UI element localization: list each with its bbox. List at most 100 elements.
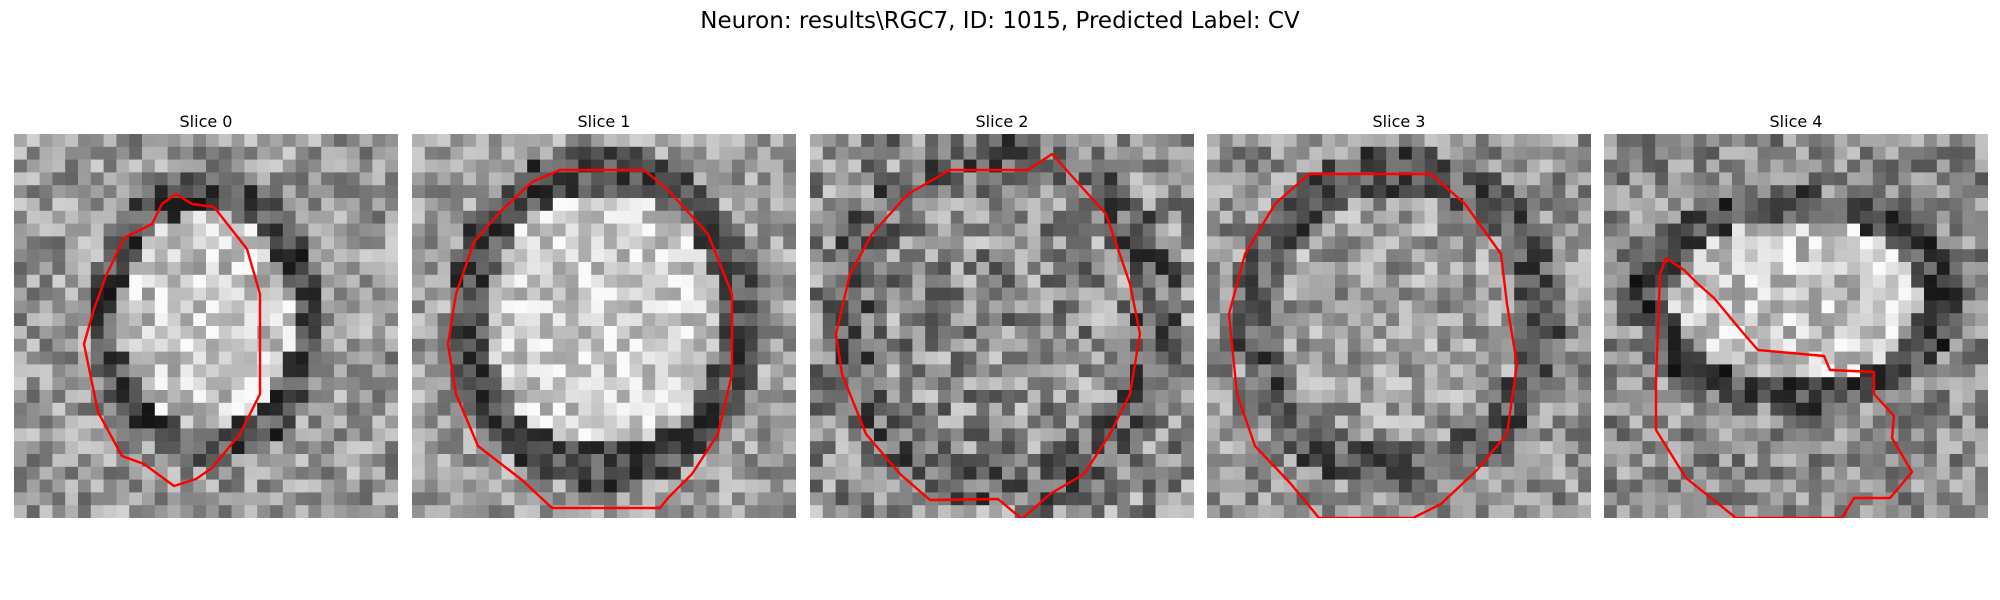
- pixel-cell: [874, 172, 888, 186]
- pixel-cell: [1668, 441, 1682, 455]
- pixel-cell: [1002, 479, 1016, 493]
- pixel-cell: [1642, 274, 1656, 288]
- pixel-cell: [822, 159, 836, 173]
- pixel-cell: [1219, 249, 1233, 263]
- pixel-cell: [706, 326, 720, 340]
- pixel-cell: [1872, 210, 1886, 224]
- pixel-cell: [1757, 287, 1771, 301]
- pixel-cell: [1399, 262, 1413, 276]
- pixel-cell: [1680, 402, 1694, 416]
- pixel-cell: [950, 287, 964, 301]
- pixel-cell: [1142, 313, 1156, 327]
- pixel-cell: [1629, 402, 1643, 416]
- pixel-cell: [1847, 441, 1861, 455]
- pixel-cell: [719, 492, 733, 506]
- pixel-cell: [899, 492, 913, 506]
- pixel-cell: [1271, 351, 1285, 365]
- pixel-cell: [116, 287, 130, 301]
- pixel-cell: [1706, 236, 1720, 250]
- pixel-cell: [757, 262, 771, 276]
- pixel-cell: [282, 377, 296, 391]
- pixel-cell: [706, 415, 720, 429]
- pixel-cell: [103, 134, 117, 148]
- pixel-cell: [78, 415, 92, 429]
- pixel-cell: [989, 402, 1003, 416]
- pixel-cell: [385, 364, 398, 378]
- pixel-cell: [295, 274, 309, 288]
- pixel-cell: [1604, 249, 1618, 263]
- pixel-cell: [1616, 210, 1630, 224]
- pixel-cell: [668, 338, 682, 352]
- pixel-cell: [1437, 172, 1451, 186]
- pixel-cell: [1616, 313, 1630, 327]
- pixel-cell: [218, 134, 232, 148]
- pixel-cell: [1783, 262, 1797, 276]
- pixel-cell: [1911, 172, 1925, 186]
- pixel-cell: [1911, 364, 1925, 378]
- pixel-cell: [693, 198, 707, 212]
- pixel-cell: [1322, 351, 1336, 365]
- pixel-cell: [874, 338, 888, 352]
- pixel-cell: [693, 466, 707, 480]
- pixel-cell: [1450, 326, 1464, 340]
- pixel-cell: [1565, 300, 1579, 314]
- pixel-cell: [848, 146, 862, 160]
- pixel-cell: [1655, 402, 1669, 416]
- pixel-cell: [604, 479, 618, 493]
- pixel-cell: [1757, 249, 1771, 263]
- pixel-cell: [706, 210, 720, 224]
- pixel-cell: [1117, 479, 1131, 493]
- pixel-cell: [1732, 479, 1746, 493]
- pixel-cell: [206, 402, 220, 416]
- pixel-cell: [1744, 159, 1758, 173]
- pixel-cell: [1091, 326, 1105, 340]
- pixel-cell: [822, 390, 836, 404]
- pixel-cell: [732, 262, 746, 276]
- pixel-cell: [899, 454, 913, 468]
- pixel-cell: [1757, 466, 1771, 480]
- pixel-cell: [385, 172, 398, 186]
- pixel-cell: [1078, 326, 1092, 340]
- pixel-cell: [1283, 338, 1297, 352]
- pixel-cell: [783, 210, 796, 224]
- pixel-cell: [167, 249, 181, 263]
- pixel-cell: [1322, 146, 1336, 160]
- pixel-cell: [1757, 134, 1771, 148]
- pixel-cell: [1911, 198, 1925, 212]
- pixel-cell: [1744, 351, 1758, 365]
- pixel-cell: [142, 390, 156, 404]
- pixel-cell: [501, 146, 515, 160]
- pixel-cell: [1565, 492, 1579, 506]
- pixel-cell: [1168, 262, 1182, 276]
- pixel-cell: [488, 300, 502, 314]
- pixel-cell: [1142, 262, 1156, 276]
- pixel-cell: [1732, 262, 1746, 276]
- pixel-cell: [39, 479, 53, 493]
- pixel-cell: [1872, 159, 1886, 173]
- pixel-cell: [334, 236, 348, 250]
- pixel-cell: [540, 223, 554, 237]
- pixel-cell: [1565, 428, 1579, 442]
- pixel-cell: [1437, 198, 1451, 212]
- pixel-cell: [1283, 377, 1297, 391]
- pixel-cell: [719, 351, 733, 365]
- pixel-cell: [1399, 249, 1413, 263]
- pixel-cell: [1821, 479, 1835, 493]
- pixel-cell: [616, 441, 630, 455]
- pixel-cell: [680, 326, 694, 340]
- pixel-cell: [1040, 351, 1054, 365]
- pixel-cell: [848, 313, 862, 327]
- pixel-cell: [732, 274, 746, 288]
- pixel-cell: [1424, 159, 1438, 173]
- pixel-cell: [463, 172, 477, 186]
- pixel-cell: [206, 338, 220, 352]
- pixel-cell: [1552, 390, 1566, 404]
- pixel-cell: [629, 249, 643, 263]
- pixel-cell: [719, 223, 733, 237]
- pixel-cell: [848, 351, 862, 365]
- pixel-cell: [1501, 402, 1515, 416]
- pixel-cell: [1078, 287, 1092, 301]
- pixel-cell: [1732, 287, 1746, 301]
- pixel-cell: [1322, 492, 1336, 506]
- pixel-cell: [1271, 454, 1285, 468]
